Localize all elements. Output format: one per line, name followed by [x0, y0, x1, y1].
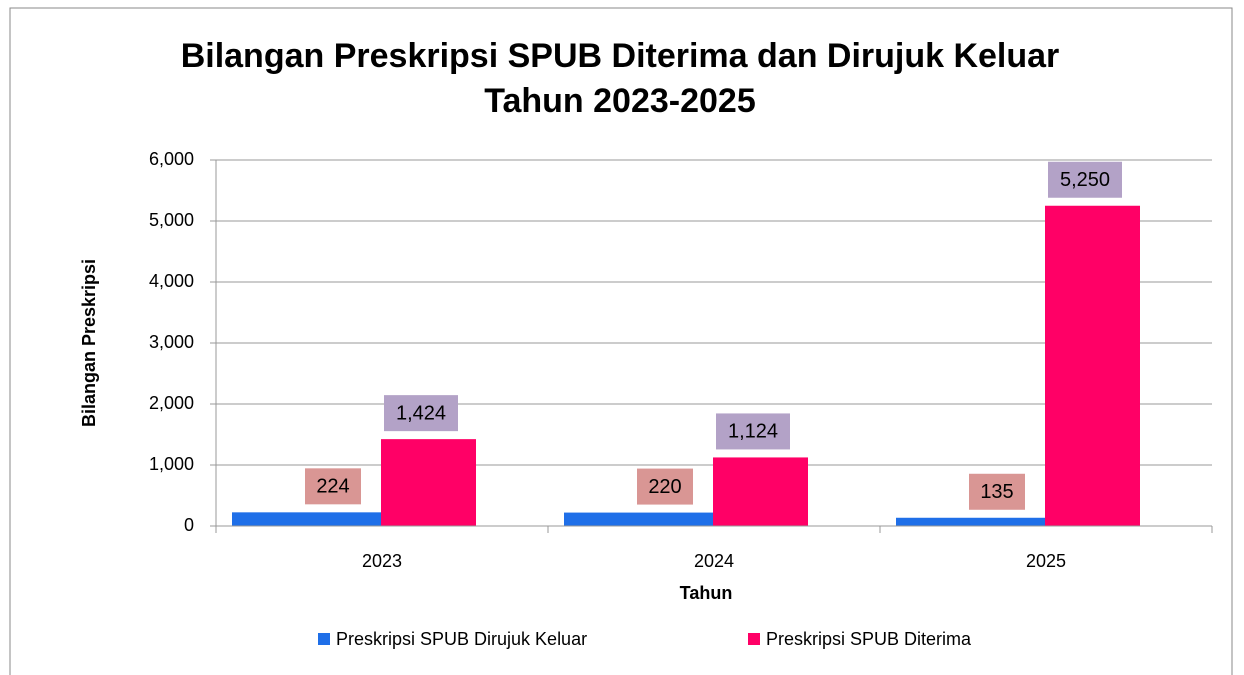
bar [564, 512, 713, 526]
bar [381, 439, 476, 526]
y-tick-label: 2,000 [149, 393, 194, 413]
bar [232, 512, 381, 526]
y-tick-label: 5,000 [149, 210, 194, 230]
x-axis-label: Tahun [680, 583, 733, 603]
bar [713, 457, 808, 526]
data-label: 224 [316, 476, 349, 498]
data-label-box [384, 395, 458, 432]
y-tick-label: 1,000 [149, 454, 194, 474]
data-label-box [1048, 161, 1122, 198]
data-label: 220 [648, 476, 681, 498]
legend-label: Preskripsi SPUB Diterima [766, 629, 972, 649]
y-axis-label: Bilangan Preskripsi [79, 259, 99, 427]
data-label-box [305, 468, 361, 505]
chart-title: Bilangan Preskripsi SPUB Diterima dan Di… [181, 37, 1060, 75]
data-label: 5,250 [1060, 169, 1110, 191]
data-label-box [716, 413, 790, 450]
y-tick-label: 6,000 [149, 149, 194, 169]
x-tick-label: 2024 [694, 551, 734, 571]
data-label-box [969, 473, 1025, 510]
y-tick-label: 0 [184, 515, 194, 535]
data-label-box [637, 468, 693, 505]
data-label: 135 [980, 481, 1013, 503]
legend-swatch [748, 633, 760, 645]
data-label: 1,124 [728, 421, 778, 443]
bar [1045, 205, 1140, 526]
bar [896, 517, 1045, 526]
legend-swatch [318, 633, 330, 645]
data-label: 1,424 [396, 402, 446, 424]
y-tick-label: 3,000 [149, 332, 194, 352]
x-tick-label: 2023 [362, 551, 402, 571]
chart-title: Tahun 2023-2025 [484, 82, 756, 120]
y-tick-label: 4,000 [149, 271, 194, 291]
chart-frame [9, 7, 1233, 675]
x-tick-label: 2025 [1026, 551, 1066, 571]
legend-label: Preskripsi SPUB Dirujuk Keluar [336, 629, 587, 649]
